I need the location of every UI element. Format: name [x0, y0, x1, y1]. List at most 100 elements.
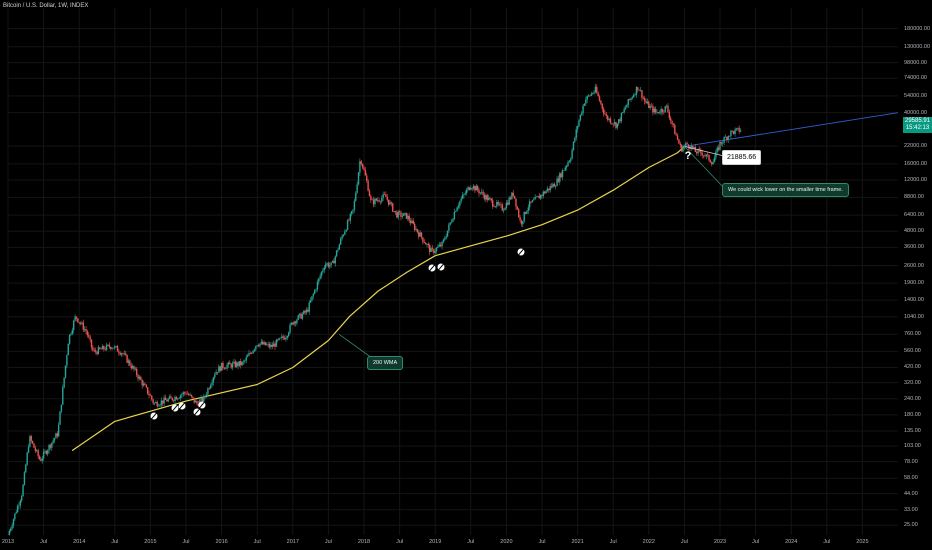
note-callout[interactable]: We could wick lower on the smaller time …	[722, 183, 849, 197]
candle-body	[26, 452, 28, 465]
candle-body	[357, 172, 360, 185]
candle-body	[82, 322, 85, 330]
candle-body	[42, 451, 45, 459]
candle-body	[661, 108, 664, 112]
candle-body	[268, 343, 271, 348]
candle-body	[416, 228, 419, 233]
candle-body	[235, 362, 238, 367]
candle-body	[64, 365, 67, 378]
candle-body	[116, 346, 119, 352]
candle-body	[476, 186, 479, 191]
candle-body	[726, 137, 728, 141]
price-callout[interactable]: 21885.66	[722, 150, 762, 165]
candle-body	[646, 101, 649, 104]
candle-body	[468, 187, 471, 190]
candle-body	[259, 343, 261, 347]
candle-body	[575, 129, 577, 138]
candle-body	[361, 163, 364, 168]
candle-body	[464, 193, 467, 195]
candle-body	[723, 137, 725, 143]
candle-body	[638, 89, 640, 91]
candle-body	[649, 105, 651, 108]
candle-body	[452, 219, 454, 222]
candle-body	[398, 211, 401, 213]
candle-body	[568, 161, 571, 163]
candle-body	[182, 392, 184, 395]
candle-body	[571, 149, 573, 159]
candle-body	[18, 505, 20, 506]
candle-body	[185, 393, 187, 394]
candle-body	[548, 188, 550, 191]
price-tick-label: 16000.00	[904, 160, 927, 167]
candle-body	[623, 108, 625, 113]
candle-body	[120, 353, 123, 355]
candle-body	[164, 397, 167, 401]
candle-body	[413, 223, 416, 230]
candle-body	[81, 322, 83, 324]
candle-body	[127, 360, 130, 363]
candle-body	[189, 394, 191, 396]
candle-body	[393, 210, 395, 212]
candle-body	[694, 146, 697, 152]
candle-body	[732, 131, 735, 134]
candle-body	[735, 128, 738, 130]
candle-body	[524, 211, 527, 214]
candle-body	[648, 101, 650, 108]
candle-body	[582, 105, 584, 114]
candle-body	[241, 361, 243, 366]
candle-body	[622, 112, 624, 114]
wma-label-callout[interactable]: 200 WMA	[367, 356, 404, 370]
candle-body	[560, 173, 562, 178]
candle-body	[244, 360, 246, 362]
candle-body	[386, 196, 388, 200]
candle-body	[400, 212, 402, 217]
candle-body	[70, 333, 72, 335]
candle-body	[274, 343, 276, 347]
candle-body	[209, 385, 212, 389]
candle-body	[159, 404, 161, 406]
candle-body	[635, 87, 638, 95]
bottom-marker-icon	[171, 404, 179, 412]
candle-body	[557, 178, 560, 182]
candle-body	[489, 197, 491, 199]
price-tick-label: 103.00	[904, 443, 921, 450]
price-callout-connector	[684, 146, 725, 157]
candle-body	[138, 376, 141, 379]
candle-body	[340, 238, 342, 245]
candle-body	[639, 90, 642, 91]
candle-body	[415, 228, 417, 230]
candle-body	[680, 145, 683, 152]
candle-body	[93, 350, 95, 352]
candle-body	[167, 398, 169, 402]
candle-body	[363, 167, 365, 171]
candle-body	[104, 349, 106, 350]
candle-body	[329, 265, 331, 267]
candle-body	[337, 249, 339, 251]
candle-body	[111, 347, 113, 349]
candle-body	[208, 388, 210, 389]
bottom-marker-icon	[428, 264, 436, 272]
candle-body	[619, 119, 621, 122]
candle-body	[353, 200, 356, 210]
candle-body	[226, 365, 228, 369]
candle-body	[471, 187, 473, 189]
candle-body	[687, 144, 690, 148]
candle-body	[253, 349, 256, 351]
candle-body	[709, 160, 712, 163]
price-tick-label: 760.00	[904, 331, 921, 338]
candle-body	[427, 243, 430, 246]
candle-body	[572, 141, 575, 150]
candle-body	[502, 210, 505, 211]
candle-body	[552, 183, 554, 188]
candle-body	[56, 433, 58, 437]
candle-body	[500, 203, 502, 205]
candle-body	[583, 103, 586, 106]
candle-body	[579, 114, 582, 121]
price-tick-label: 240.00	[904, 395, 921, 402]
candle-body	[237, 362, 239, 366]
candle-body	[550, 186, 553, 188]
candle-body	[515, 198, 517, 207]
candle-body	[153, 403, 156, 404]
time-tick-label: Jul	[182, 539, 190, 545]
